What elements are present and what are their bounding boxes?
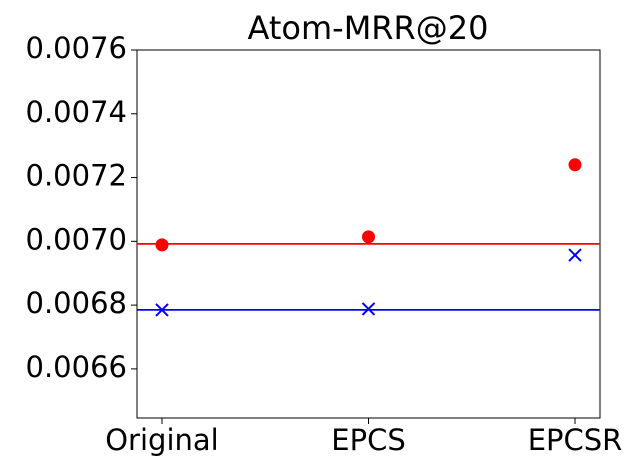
point-x xyxy=(155,303,169,317)
point xyxy=(155,238,169,252)
y-tick-label: 0.0076 xyxy=(26,31,127,65)
y-tick-label: 0.0072 xyxy=(26,159,127,193)
y-tick-label: 0.0068 xyxy=(26,286,127,320)
chart-title: Atom-MRR@20 xyxy=(248,9,489,47)
y-tick-label: 0.0066 xyxy=(26,350,127,384)
y-tick-label: 0.0074 xyxy=(26,95,127,129)
x-tick-label: EPCS xyxy=(331,423,405,457)
x-tick-label: Original xyxy=(105,423,218,457)
x-tick-label: EPCSR xyxy=(528,423,623,457)
point-x xyxy=(568,248,582,262)
y-tick-label: 0.0070 xyxy=(26,222,127,256)
point xyxy=(362,230,375,244)
point xyxy=(568,158,582,172)
point-x xyxy=(361,302,376,316)
